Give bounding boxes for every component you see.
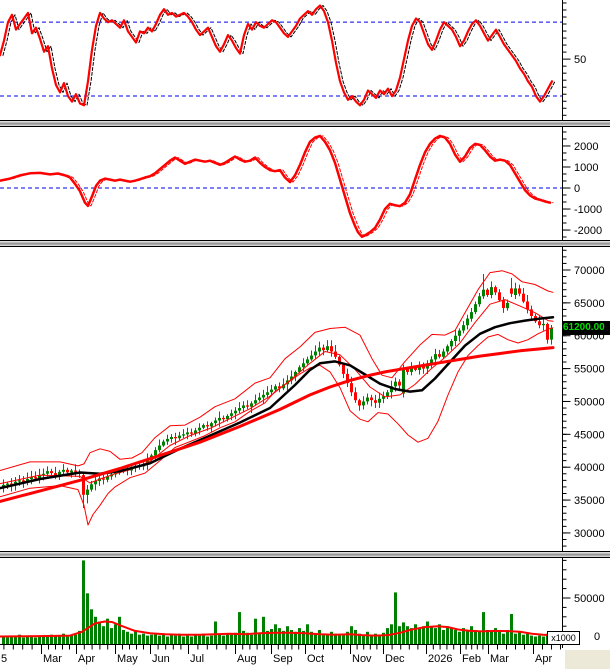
- svg-text:Sep: Sep: [273, 653, 293, 665]
- svg-text:2000: 2000: [574, 141, 598, 153]
- svg-text:50: 50: [574, 54, 586, 66]
- svg-text:50000: 50000: [574, 396, 605, 408]
- svg-text:40000: 40000: [574, 462, 605, 474]
- panel-momentum-indicator[interactable]: 2000 1000 0 -1000 -2000: [0, 131, 602, 239]
- svg-text:5: 5: [1, 653, 7, 665]
- svg-text:70000: 70000: [574, 265, 605, 277]
- x-axis: 5 Mar Apr May Jun Jul Aug Sep Oct Nov Dec 2026 Feb Ma…: [1, 645, 561, 665]
- svg-text:Nov: Nov: [352, 653, 372, 665]
- panel-rsi-indicator[interactable]: 50: [0, 2, 586, 116]
- svg-text:Dec: Dec: [385, 653, 405, 665]
- svg-text:Jul: Jul: [190, 653, 204, 665]
- svg-text:2026: 2026: [428, 653, 452, 665]
- volume-scale-label: x1000: [547, 631, 580, 645]
- svg-text:55000: 55000: [574, 364, 605, 376]
- svg-text:-2000: -2000: [574, 225, 602, 237]
- svg-text:May: May: [117, 653, 138, 665]
- svg-text:Oct: Oct: [307, 653, 324, 665]
- panel-splitter-1[interactable]: [0, 121, 610, 126]
- svg-text:35000: 35000: [574, 495, 605, 507]
- svg-text:Feb: Feb: [462, 653, 481, 665]
- svg-text:Apr: Apr: [535, 653, 552, 665]
- svg-text:45000: 45000: [574, 429, 605, 441]
- axis-corner-filler: [565, 650, 610, 669]
- svg-text:0: 0: [574, 183, 580, 195]
- svg-text:Apr: Apr: [78, 653, 95, 665]
- svg-text:30000: 30000: [574, 528, 605, 540]
- panel-price-candles[interactable]: 7000065000600005500050000450004000035000…: [0, 249, 605, 547]
- svg-text:65000: 65000: [574, 298, 605, 310]
- svg-text:Mar: Mar: [490, 653, 509, 665]
- panel-borders: [0, 0, 610, 648]
- panel-splitter-2[interactable]: [0, 241, 610, 246]
- panel-volume[interactable]: 50000: [0, 559, 605, 645]
- svg-text:Aug: Aug: [237, 653, 257, 665]
- volume-zero-label: 0: [594, 631, 601, 643]
- svg-text:Mar: Mar: [43, 653, 62, 665]
- svg-text:Jun: Jun: [152, 653, 170, 665]
- panel-splitter-3[interactable]: [0, 552, 610, 557]
- svg-text:50000: 50000: [574, 593, 605, 605]
- last-price-tag: 61200.00: [562, 321, 610, 335]
- svg-text:1000: 1000: [574, 162, 598, 174]
- svg-text:-1000: -1000: [574, 204, 602, 216]
